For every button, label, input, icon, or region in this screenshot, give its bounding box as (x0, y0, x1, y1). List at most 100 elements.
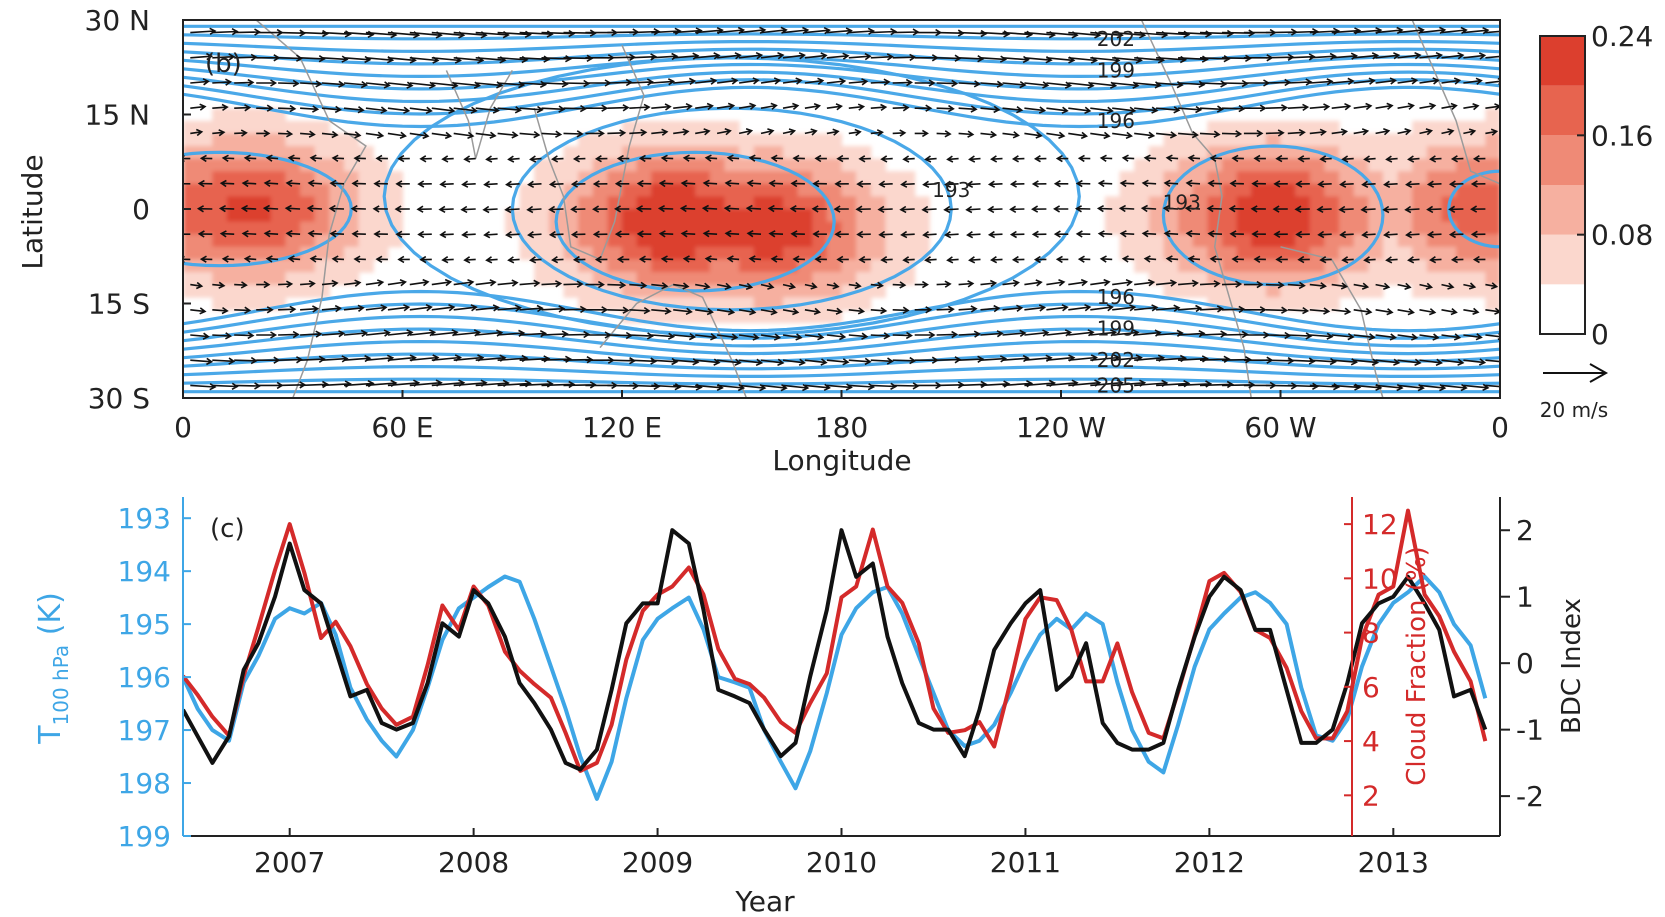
wind-arrow (1243, 129, 1264, 138)
wind-arrow (826, 332, 847, 341)
cloud-cell (607, 246, 623, 260)
cloud-cell (1353, 196, 1369, 210)
wind-arrow (987, 205, 1003, 214)
cloud-cell (1192, 234, 1208, 248)
wind-arrow (826, 128, 840, 136)
wind-arrow (790, 230, 805, 238)
wind-arrow (836, 154, 849, 163)
temperature-axis-title: T100 hPa (K) (33, 592, 73, 745)
wind-arrow (1162, 204, 1179, 213)
wind-arrow (1287, 53, 1316, 61)
wind-arrow (453, 304, 478, 312)
wind-arrow (870, 27, 898, 36)
y-tick-label: 30 N (85, 4, 150, 37)
wind-arrow (804, 282, 818, 290)
wind-arrow (548, 205, 564, 214)
wind-arrow (1046, 304, 1069, 312)
cloud-cell (870, 259, 886, 273)
wind-arrow (651, 282, 669, 290)
cloud-cell (651, 171, 667, 185)
cloud-cell (900, 234, 916, 248)
cloud-cell (695, 309, 711, 323)
wind-arrow (980, 330, 1004, 338)
wind-arrow (814, 255, 827, 263)
cloud-cell (709, 234, 726, 248)
x-tick-label: 60 W (1244, 411, 1316, 444)
wind-arrow (760, 102, 778, 110)
wind-arrow (387, 81, 414, 89)
cloud-cell (534, 196, 550, 210)
cloud-cell (1324, 259, 1340, 273)
cloud-cell (826, 171, 843, 185)
cloud-cell (1163, 259, 1179, 273)
wind-arrow (1134, 131, 1156, 139)
wind-arrow (673, 358, 700, 366)
cloud-cell (343, 221, 360, 235)
cloud-cell (1441, 146, 1457, 160)
wind-arrow (768, 179, 784, 188)
cloud-tick-label: 10 (1362, 562, 1398, 595)
cloud-cell (797, 196, 813, 210)
wind-arrow (375, 154, 388, 163)
cloud-fraction-series-line (183, 508, 1488, 773)
cloud-cell (314, 183, 330, 197)
wind-arrow (1397, 102, 1415, 110)
wind-arrow (660, 255, 674, 263)
cloud-cell (1412, 284, 1428, 298)
cloud-cell (197, 221, 213, 235)
cloud-cell (870, 158, 886, 172)
wind-arrow (300, 355, 326, 363)
colorbar-segment (1540, 135, 1585, 185)
cloud-cell (314, 221, 330, 235)
cloud-cell (1309, 158, 1325, 172)
wind-arrow (439, 230, 454, 239)
wind-arrow (1134, 279, 1156, 287)
cloud-cell (753, 234, 769, 248)
wind-arrow (529, 256, 542, 264)
cloud-cell (753, 196, 769, 210)
wind-arrow (704, 154, 718, 162)
cloud-cell (256, 209, 272, 223)
wind-arrow (1002, 304, 1024, 312)
cloud-cell (680, 272, 696, 286)
wind-arrow (701, 204, 718, 213)
cloud-cell (1441, 158, 1457, 172)
cloud-cell (1485, 183, 1500, 197)
cloud-cell (607, 133, 623, 147)
wind-arrow (1024, 131, 1043, 139)
cloud-cell (856, 234, 872, 248)
wind-arrow (190, 103, 207, 111)
wind-arrow (980, 30, 1011, 38)
wind-arrow (1375, 77, 1397, 85)
cloud-cell (870, 234, 886, 248)
wind-arrow (1243, 306, 1267, 314)
cloud-cell (1382, 183, 1399, 197)
cloud-cell (1104, 196, 1121, 210)
wind-arrow (519, 304, 544, 313)
cloud-cell (709, 221, 726, 235)
wind-arrow (1121, 154, 1135, 162)
wind-arrow (651, 383, 682, 391)
colorbar-tick-label: 0.24 (1591, 20, 1653, 53)
wind-arrow (1253, 154, 1266, 163)
temperature-contour (183, 55, 1500, 79)
cloud-cell (841, 171, 857, 185)
wind-arrow (880, 256, 893, 264)
cloud-cell (534, 221, 550, 235)
wind-arrow (1265, 281, 1285, 289)
wind-arrow (218, 204, 235, 213)
wind-arrow (1485, 128, 1499, 136)
cloud-cell (197, 133, 213, 147)
cloud-cell (1163, 209, 1179, 223)
wind-arrow (726, 255, 740, 263)
wind-arrow (651, 103, 672, 111)
wind-arrow (529, 155, 542, 163)
cloud-cell (1207, 284, 1223, 298)
cloud-cell (841, 146, 857, 160)
wind-arrow (1331, 52, 1358, 60)
wind-arrow (190, 281, 204, 290)
temperature-contour (183, 62, 1500, 91)
wind-arrow (651, 332, 676, 340)
cloud-cell (1368, 284, 1384, 298)
